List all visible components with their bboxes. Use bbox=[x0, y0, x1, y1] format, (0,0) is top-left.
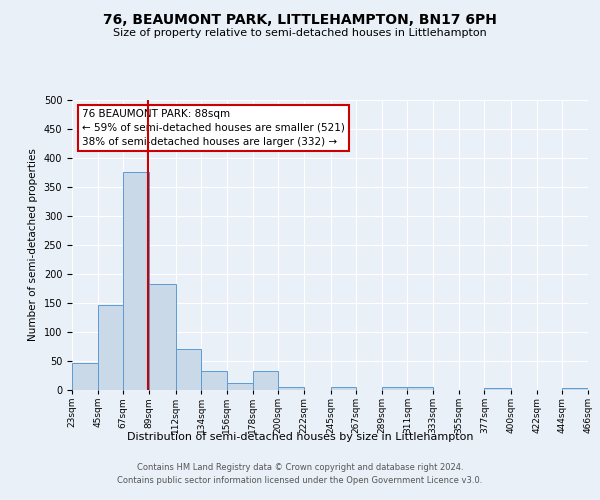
Text: Size of property relative to semi-detached houses in Littlehampton: Size of property relative to semi-detach… bbox=[113, 28, 487, 38]
Bar bbox=[201, 372, 227, 390]
Text: Contains public sector information licensed under the Open Government Licence v3: Contains public sector information licen… bbox=[118, 476, 482, 485]
Bar bbox=[253, 371, 278, 390]
Y-axis label: Number of semi-detached properties: Number of semi-detached properties bbox=[28, 148, 38, 342]
Bar bbox=[123, 172, 149, 390]
Text: 76 BEAUMONT PARK: 88sqm
← 59% of semi-detached houses are smaller (521)
38% of s: 76 BEAUMONT PARK: 88sqm ← 59% of semi-de… bbox=[82, 108, 345, 146]
Text: Distribution of semi-detached houses by size in Littlehampton: Distribution of semi-detached houses by … bbox=[127, 432, 473, 442]
Bar bbox=[407, 387, 433, 390]
Text: Contains HM Land Registry data © Crown copyright and database right 2024.: Contains HM Land Registry data © Crown c… bbox=[137, 462, 463, 471]
Text: 76, BEAUMONT PARK, LITTLEHAMPTON, BN17 6PH: 76, BEAUMONT PARK, LITTLEHAMPTON, BN17 6… bbox=[103, 12, 497, 26]
Bar bbox=[278, 386, 304, 390]
Bar bbox=[98, 304, 123, 390]
Bar bbox=[149, 284, 176, 390]
Bar bbox=[227, 383, 253, 390]
Bar bbox=[72, 362, 98, 390]
Bar bbox=[484, 388, 511, 390]
Bar bbox=[176, 350, 201, 390]
Bar bbox=[382, 387, 407, 390]
Bar bbox=[562, 388, 588, 390]
Bar bbox=[331, 387, 356, 390]
